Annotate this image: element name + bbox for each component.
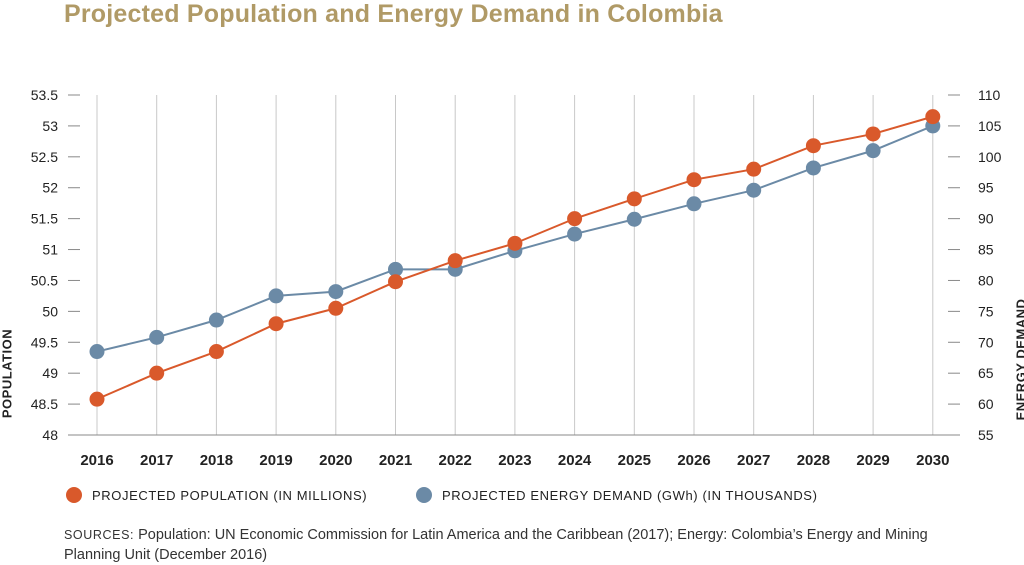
legend-item-energy: PROJECTED ENERGY DEMAND (GWh) (IN THOUSA… [416,485,818,505]
data-point-energy [865,143,881,159]
x-tick-label: 2028 [797,452,830,469]
data-point-population [388,274,403,290]
x-tick-label: 2016 [80,452,113,469]
x-tick-label: 2021 [379,452,412,469]
data-point-population [686,172,702,188]
legend-item-population: PROJECTED POPULATION (IN MILLIONS) [66,485,367,505]
data-point-energy [567,226,583,242]
x-tick-label: 2022 [439,452,472,469]
data-point-population [567,211,583,227]
data-point-population [925,109,941,125]
data-point-population [208,344,224,360]
data-point-energy [328,284,344,300]
data-point-energy [686,196,702,212]
y-tick-label-right: 90 [978,211,994,227]
y-tick-label-left: 50 [42,303,58,319]
data-point-population [268,316,284,332]
y-tick-label-right: 70 [978,334,994,350]
y-tick-label-right: 100 [978,149,1002,165]
y-tick-label-left: 51 [42,242,58,258]
x-tick-label: 2018 [200,452,233,469]
y-tick-label-left: 53.5 [31,87,58,103]
y-tick-label-left: 48 [42,427,58,443]
data-point-energy [208,312,224,328]
y-tick-label-left: 49.5 [31,334,58,350]
x-tick-label: 2030 [916,452,949,469]
legend-marker-energy [416,487,432,503]
y-tick-label-right: 65 [978,365,994,381]
y-tick-label-right: 85 [978,242,994,258]
y-tick-label-right: 110 [978,87,1001,103]
data-point-population [149,365,165,381]
data-point-population [507,235,523,251]
sources-text: Population: UN Economic Commission for L… [64,527,928,563]
x-tick-label: 2019 [259,452,292,469]
x-tick-label: 2020 [319,452,352,469]
sources-note: SOURCES: Population: UN Economic Commiss… [64,525,964,565]
y-tick-label-left: 52 [42,180,58,196]
y-tick-label-left: 48.5 [31,396,58,412]
data-point-energy [149,329,165,345]
y-tick-label-left: 51.5 [31,211,58,227]
legend-label-population: PROJECTED POPULATION (IN MILLIONS) [92,487,368,503]
data-point-population [805,138,821,154]
data-point-energy [89,344,105,360]
data-point-population [447,253,463,269]
data-point-population [746,161,762,177]
x-tick-label: 2024 [558,452,592,469]
data-point-energy [746,182,762,198]
legend-label-energy: PROJECTED ENERGY DEMAND (GWh) (IN THOUSA… [442,487,818,503]
sources-label: SOURCES: [64,528,135,542]
y-tick-label-right: 75 [978,303,994,319]
y-tick-label-left: 49 [42,365,58,381]
data-point-population [89,391,105,407]
y-tick-label-right: 105 [978,118,1002,134]
y-tick-label-left: 53 [42,118,58,134]
x-tick-label: 2023 [498,452,531,469]
data-point-energy [626,211,642,227]
chart-title: Projected Population and Energy Demand i… [64,0,723,28]
y-tick-label-left: 52.5 [31,149,58,165]
data-point-energy [268,288,284,304]
x-tick-label: 2029 [856,452,889,469]
legend-marker-population [66,487,82,503]
y-tick-label-right: 80 [978,272,994,288]
x-tick-label: 2027 [737,452,770,469]
data-point-energy [388,261,403,277]
x-tick-label: 2025 [618,452,651,469]
y-tick-label-right: 95 [978,180,994,196]
x-tick-label: 2017 [140,452,173,469]
data-point-population [328,300,344,316]
data-point-population [626,191,642,207]
y-tick-label-right: 60 [978,396,994,412]
data-point-energy [805,160,821,176]
data-point-population [865,126,881,142]
x-tick-label: 2026 [677,452,710,469]
y-tick-label-left: 50.5 [31,272,58,288]
y-tick-label-right: 55 [978,427,994,443]
